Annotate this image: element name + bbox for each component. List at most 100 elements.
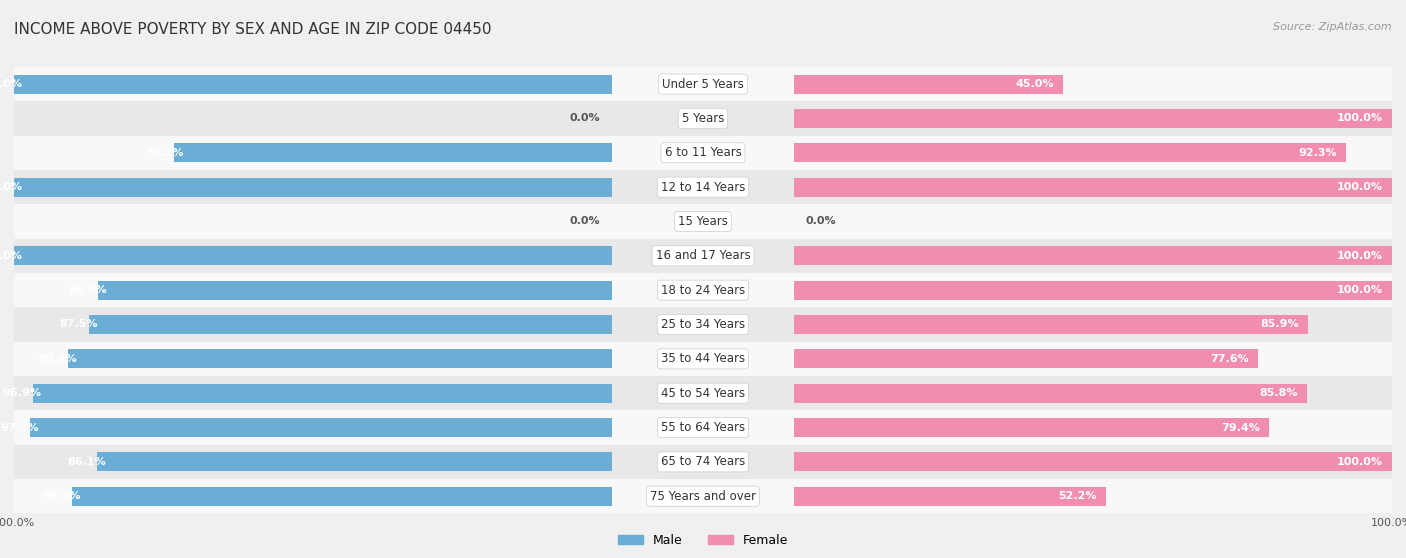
Text: 0.0%: 0.0% [569,217,600,227]
Bar [612,102,794,136]
Text: 25 to 34 Years: 25 to 34 Years [661,318,745,331]
Text: 15 Years: 15 Years [678,215,728,228]
Bar [97,453,612,472]
Bar [612,479,794,513]
Bar [794,479,1392,513]
Bar [98,281,612,300]
Bar [794,75,1063,94]
Text: 0.0%: 0.0% [806,217,837,227]
Text: 86.1%: 86.1% [67,457,105,467]
Bar [14,170,612,204]
Text: 52.2%: 52.2% [1059,491,1097,501]
Bar [612,307,794,341]
Text: 97.3%: 97.3% [0,422,39,432]
Bar [794,67,1392,102]
Text: 75 Years and over: 75 Years and over [650,490,756,503]
Text: 65 to 74 Years: 65 to 74 Years [661,455,745,468]
Bar [612,136,794,170]
Bar [794,341,1392,376]
Text: 18 to 24 Years: 18 to 24 Years [661,283,745,297]
Text: 100.0%: 100.0% [1337,457,1384,467]
Bar [14,341,612,376]
Text: 16 and 17 Years: 16 and 17 Years [655,249,751,262]
Bar [14,410,612,445]
Text: 100.0%: 100.0% [1337,182,1384,192]
Bar [612,445,794,479]
Bar [14,445,612,479]
Bar [69,349,612,368]
Text: 45.0%: 45.0% [1015,79,1054,89]
Bar [14,307,612,341]
Bar [794,143,1346,162]
Text: 85.8%: 85.8% [1260,388,1298,398]
Text: 35 to 44 Years: 35 to 44 Years [661,352,745,365]
Text: 73.2%: 73.2% [145,148,183,158]
Bar [794,410,1392,445]
Bar [794,239,1392,273]
Bar [14,67,612,102]
Text: 0.0%: 0.0% [569,113,600,123]
Bar [794,453,1392,472]
Bar [612,239,794,273]
Bar [14,204,612,239]
Bar [612,170,794,204]
Bar [794,247,1392,265]
Bar [794,136,1392,170]
Bar [794,445,1392,479]
Bar [794,109,1392,128]
Bar [794,102,1392,136]
Bar [794,384,1308,403]
Bar [14,136,612,170]
Bar [794,487,1107,506]
Text: Under 5 Years: Under 5 Years [662,78,744,90]
Text: 100.0%: 100.0% [0,182,22,192]
Bar [14,247,612,265]
Bar [794,281,1392,300]
Text: 5 Years: 5 Years [682,112,724,125]
Text: 100.0%: 100.0% [1337,285,1384,295]
Text: 100.0%: 100.0% [0,251,22,261]
Text: 12 to 14 Years: 12 to 14 Years [661,181,745,194]
Text: 45 to 54 Years: 45 to 54 Years [661,387,745,400]
Bar [14,75,612,94]
Bar [794,273,1392,307]
Text: Source: ZipAtlas.com: Source: ZipAtlas.com [1274,22,1392,32]
Bar [794,204,1392,239]
Bar [612,204,794,239]
Bar [30,418,612,437]
Text: 87.5%: 87.5% [59,320,98,329]
Bar [14,273,612,307]
Bar [14,376,612,410]
Bar [794,349,1258,368]
Text: 100.0%: 100.0% [0,79,22,89]
Text: 86.0%: 86.0% [67,285,107,295]
Text: 77.6%: 77.6% [1211,354,1249,364]
Bar [14,239,612,273]
Text: 92.3%: 92.3% [1298,148,1337,158]
Bar [612,410,794,445]
Bar [14,479,612,513]
Bar [72,487,612,506]
Text: 90.3%: 90.3% [42,491,82,501]
Bar [794,418,1268,437]
Bar [14,177,612,196]
Bar [612,376,794,410]
Text: 96.9%: 96.9% [3,388,42,398]
Bar [794,376,1392,410]
Bar [794,170,1392,204]
Text: 79.4%: 79.4% [1220,422,1260,432]
Text: 6 to 11 Years: 6 to 11 Years [665,146,741,159]
Bar [32,384,612,403]
Text: 100.0%: 100.0% [1337,113,1384,123]
Text: 90.9%: 90.9% [39,354,77,364]
Text: INCOME ABOVE POVERTY BY SEX AND AGE IN ZIP CODE 04450: INCOME ABOVE POVERTY BY SEX AND AGE IN Z… [14,22,492,37]
Bar [794,177,1392,196]
Bar [14,102,612,136]
Text: 100.0%: 100.0% [1337,251,1384,261]
Text: 85.9%: 85.9% [1260,320,1299,329]
Bar [794,307,1392,341]
Bar [89,315,612,334]
Bar [794,315,1308,334]
Bar [612,341,794,376]
Bar [174,143,612,162]
